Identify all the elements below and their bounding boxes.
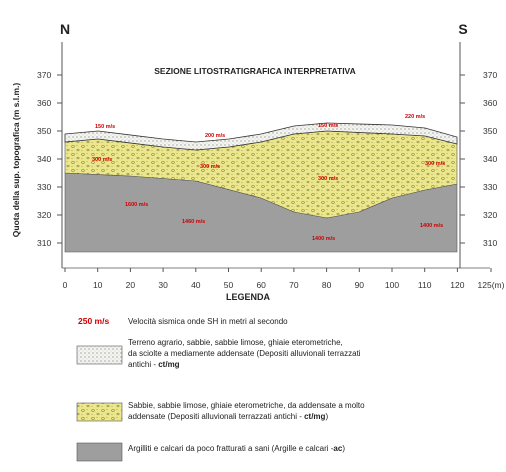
y-tick-label-right: 320 (483, 210, 497, 220)
section-title: SEZIONE LITOSTRATIGRAFICA INTERPRETATIVA (154, 66, 355, 76)
y-tick-label: 370 (37, 70, 51, 80)
x-tick-label: 20 (126, 280, 136, 290)
x-tick-label: 0 (63, 280, 68, 290)
x-tick-label: 10 (93, 280, 103, 290)
x-tick-label: 30 (158, 280, 168, 290)
x-tick-label: 50 (224, 280, 234, 290)
velocity-label: 300 m/s (200, 164, 220, 170)
y-tick-label-right: 350 (483, 126, 497, 136)
velocity-label: 1460 m/s (182, 219, 205, 225)
y-tick-label-right: 340 (483, 154, 497, 164)
x-tick-label: 80 (322, 280, 332, 290)
legend-code-end: ) (342, 444, 345, 453)
legend-line: Terreno agrario, sabbie, sabbie limose, … (128, 338, 343, 347)
y-tick-label-right: 360 (483, 98, 497, 108)
velocity-label: 200 m/s (205, 133, 225, 139)
legend-line: da sciolte a mediamente addensate (Depos… (128, 349, 361, 358)
velocity-label: 150 m/s (318, 123, 338, 129)
legend-clay-box (77, 443, 122, 461)
legend-line-text: Argilliti e calcari da poco fratturati a… (128, 444, 334, 453)
velocity-label: 220 m/s (405, 114, 425, 120)
x-tick-label: 120 (450, 280, 464, 290)
velocity-label: 300 m/s (92, 157, 112, 163)
legend-sand-box (77, 403, 122, 421)
x-tick-label: 125(m) (478, 280, 505, 290)
y-tick-label: 340 (37, 154, 51, 164)
x-tick-label: 110 (418, 280, 432, 290)
x-tick-label: 40 (191, 280, 201, 290)
legend-texts: Terreno agrario, sabbie, sabbie limose, … (128, 338, 365, 453)
speed-text: Velocità sismica onde SH in metri al sec… (128, 317, 288, 326)
legend-line: antichi - ct/mg (128, 360, 180, 369)
velocity-label: 150 m/s (95, 124, 115, 130)
y-tick-label: 320 (37, 210, 51, 220)
legend-line-text: addensate (Depositi alluvionali terrazza… (128, 412, 304, 421)
south-label: S (458, 21, 467, 37)
x-tick-label: 60 (256, 280, 266, 290)
legend-line: Argilliti e calcari da poco fratturati a… (128, 444, 345, 453)
legend-soil-box (77, 346, 122, 364)
x-tick-label: 70 (289, 280, 299, 290)
north-label: N (60, 21, 70, 37)
y-axis-label: Quota della sup. topografica (m s.l.m.) (11, 83, 21, 238)
velocity-label: 300 m/s (425, 161, 445, 167)
velocity-label: 1600 m/s (125, 202, 148, 208)
y-tick-label: 330 (37, 182, 51, 192)
x-tick-label: 100 (385, 280, 399, 290)
y-tick-label: 350 (37, 126, 51, 136)
legend-code: ct/mg (158, 360, 179, 369)
speed-sample: 250 m/s (78, 316, 109, 326)
velocity-label: 300 m/s (318, 176, 338, 182)
y-tick-label: 310 (37, 238, 51, 248)
x-tick-label: 90 (355, 280, 365, 290)
legend-code-end: ) (325, 412, 328, 421)
legend-line-text: antichi - (128, 360, 158, 369)
x-ticks: 0 10 20 30 40 50 60 70 80 90 100 110 120 125(m) (63, 268, 505, 290)
velocity-label: 1400 m/s (312, 236, 335, 242)
legend-line: addensate (Depositi alluvionali terrazza… (128, 412, 328, 421)
legend-title: LEGENDA (226, 292, 271, 302)
y-tick-label-right: 310 (483, 238, 497, 248)
legend-line: Sabbie, sabbie limose, ghiaie eterometri… (128, 401, 365, 410)
y-tick-label-right: 330 (483, 182, 497, 192)
legend-code: ct/mg (304, 412, 325, 421)
y-tick-label-right: 370 (483, 70, 497, 80)
section-diagram: N S SEZIONE LITOSTRATIGRAFICA INTERPRETA… (0, 0, 506, 472)
velocity-label: 1400 m/s (420, 223, 443, 229)
y-tick-label: 360 (37, 98, 51, 108)
